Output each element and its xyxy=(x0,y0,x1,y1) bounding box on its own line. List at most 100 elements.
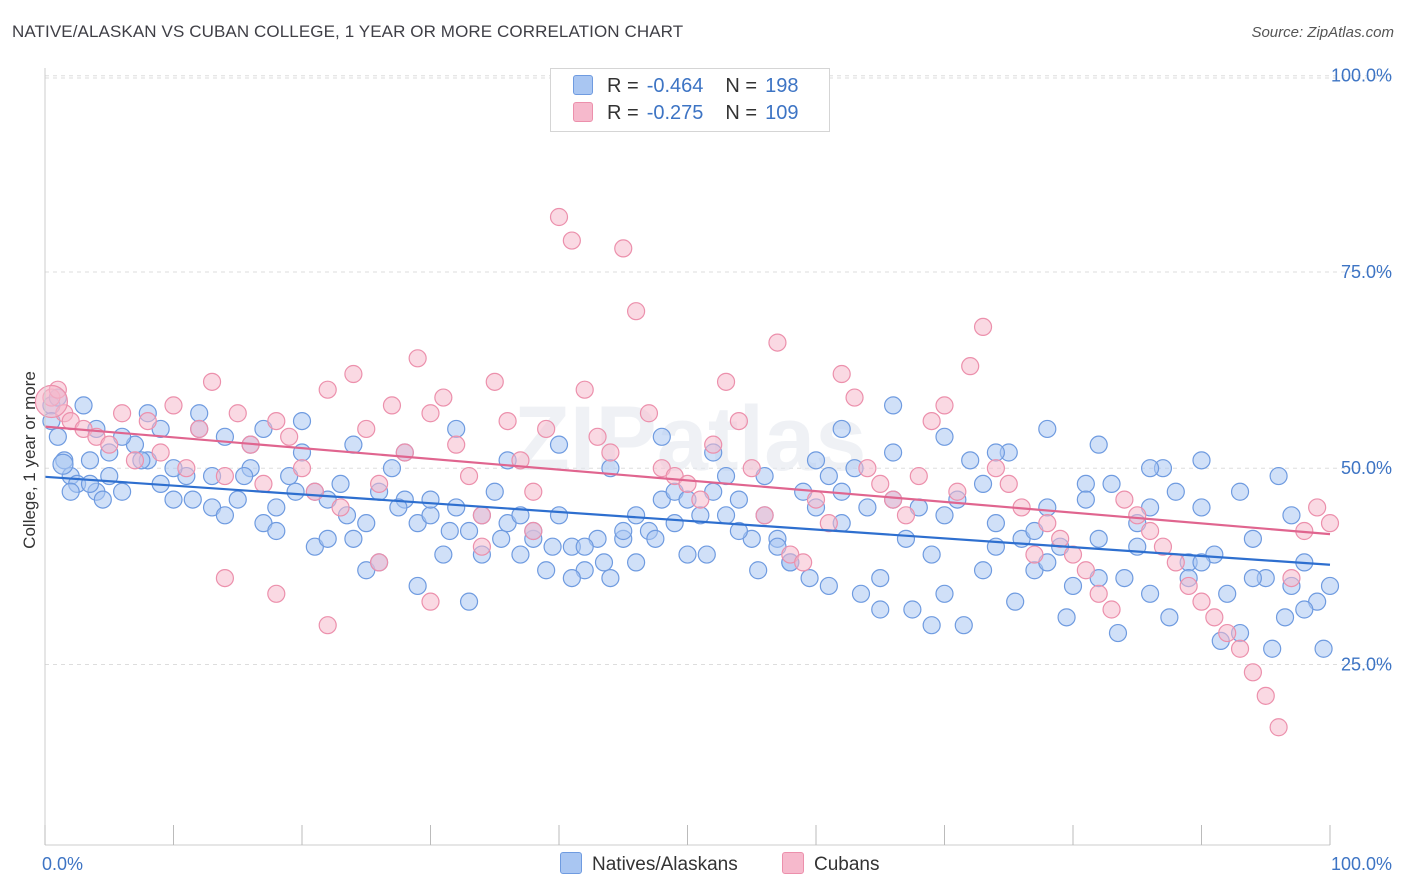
native-point xyxy=(1038,498,1057,517)
cuban-point xyxy=(524,521,543,541)
native-point xyxy=(1076,474,1095,493)
native-point xyxy=(601,568,620,588)
native-point xyxy=(800,568,819,588)
native-point xyxy=(1108,623,1128,643)
cuban-point xyxy=(138,412,157,431)
cuban-point xyxy=(1205,608,1224,627)
cuban-point xyxy=(1115,490,1134,509)
cuban-point xyxy=(370,474,389,493)
cuban-point xyxy=(858,459,877,478)
native-point xyxy=(331,474,350,493)
native-point xyxy=(447,498,466,517)
y-tick-label: 25.0% xyxy=(1341,654,1392,674)
cuban-point xyxy=(292,459,312,478)
cuban-point xyxy=(1243,663,1263,682)
bottom-legend-label: Natives/Alaskans xyxy=(592,854,738,875)
native-point xyxy=(344,435,363,454)
native-point xyxy=(1006,592,1025,611)
cuban-point xyxy=(511,451,530,470)
native-point xyxy=(440,521,459,541)
x-tick-label: 0.0% xyxy=(42,854,83,874)
native-point xyxy=(267,521,286,541)
cuban-point xyxy=(549,207,569,227)
cuban-point xyxy=(999,474,1018,493)
native-point xyxy=(537,561,556,580)
y-tick-label: 100.0% xyxy=(1331,66,1392,86)
natives-trend-line xyxy=(44,475,1331,566)
native-point xyxy=(1243,568,1263,588)
native-point xyxy=(562,568,581,588)
cuban-point xyxy=(1128,506,1147,525)
legend-r-label: R = xyxy=(607,102,639,124)
cuban-point xyxy=(935,396,954,415)
bottom-swatch-cubans xyxy=(782,852,804,874)
native-point xyxy=(318,529,337,548)
native-point xyxy=(1314,639,1333,658)
native-point xyxy=(626,506,646,525)
native-point xyxy=(1192,553,1211,572)
native-point xyxy=(883,396,903,415)
cuban-point xyxy=(755,506,774,525)
native-point xyxy=(511,506,530,525)
cuban-point xyxy=(357,419,376,439)
cuban-point xyxy=(1320,514,1340,533)
cuban-point xyxy=(896,506,916,525)
y-tick-label: 75.0% xyxy=(1341,262,1392,282)
native-point xyxy=(1140,584,1160,603)
cuban-point xyxy=(922,412,941,431)
y-tick-label: 50.0% xyxy=(1341,458,1392,478)
cuban-point xyxy=(344,364,363,384)
native-point xyxy=(614,521,633,541)
bottom-legend-cubans: Cubans xyxy=(782,852,880,876)
native-point xyxy=(986,443,1006,462)
native-point xyxy=(511,545,530,564)
cuban-point xyxy=(1140,521,1160,541)
cuban-point xyxy=(601,443,620,462)
cubans-trend-line xyxy=(44,425,1331,536)
native-point xyxy=(935,427,954,446)
cuban-point xyxy=(1282,568,1301,588)
cuban-point xyxy=(614,239,633,258)
native-point xyxy=(421,490,440,509)
cuban-point xyxy=(588,427,607,446)
legend-r-value: -0.464 xyxy=(646,75,704,97)
native-point xyxy=(1038,419,1057,439)
native-point xyxy=(1218,584,1237,603)
cuban-point xyxy=(1153,537,1173,556)
cuban-point xyxy=(267,584,286,603)
native-point xyxy=(575,537,594,556)
native-point xyxy=(729,521,749,541)
native-point xyxy=(549,435,569,454)
native-point xyxy=(1275,608,1295,627)
native-point xyxy=(749,561,768,580)
native-point xyxy=(832,419,851,439)
cuban-point xyxy=(177,459,196,478)
native-point xyxy=(973,474,993,493)
native-point xyxy=(61,482,80,501)
cuban-point xyxy=(202,372,222,391)
bottom-legend-label: Cubans xyxy=(814,854,880,875)
native-point xyxy=(973,561,993,580)
native-point-large xyxy=(52,453,74,475)
native-point xyxy=(93,490,112,509)
cuban-point xyxy=(280,427,299,446)
cuban-point xyxy=(729,412,749,431)
cuban-point xyxy=(190,419,209,439)
native-point xyxy=(935,584,954,603)
cuban-point xyxy=(883,490,903,509)
native-point xyxy=(549,506,569,525)
native-point xyxy=(421,506,440,525)
native-point xyxy=(626,553,646,572)
cuban-point xyxy=(626,302,646,321)
trend-layer xyxy=(44,425,1331,566)
native-point xyxy=(922,616,941,635)
cuban-point xyxy=(125,451,145,470)
native-point xyxy=(1192,451,1211,470)
native-point xyxy=(408,576,427,596)
cuban-point xyxy=(498,412,517,431)
cuban-point xyxy=(472,506,491,525)
cuban-point xyxy=(254,474,273,493)
axis-layer: 100.0% 75.0% 50.0% 25.0% 0.0% 100.0% xyxy=(42,66,1392,874)
cuban-point xyxy=(434,388,453,407)
cuban-point xyxy=(408,349,427,368)
